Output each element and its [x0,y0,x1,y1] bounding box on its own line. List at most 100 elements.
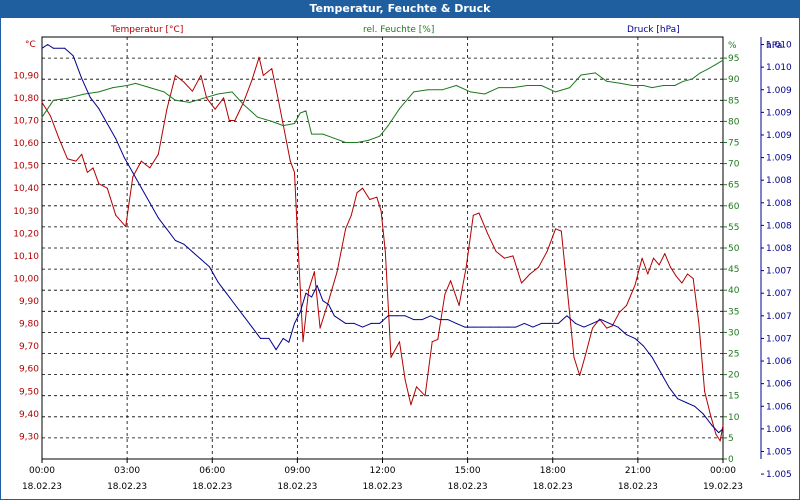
data-point-humidity [333,137,335,139]
temperature-tick-label: 9,80 [19,320,39,330]
x-tick-date: 18.02.23 [533,482,573,492]
data-point-humidity [469,91,471,93]
data-point-pressure [685,401,687,403]
humidity-tick-label: 65 [728,181,739,191]
data-point-temperature [294,171,296,173]
x-tick-date: 18.02.23 [448,482,488,492]
data-point-pressure [677,398,679,400]
data-point-humidity [305,110,307,112]
temperature-axis-title: Temperatur [°C] [110,25,183,35]
data-point-pressure [711,424,713,426]
data-point-temperature [258,56,260,58]
data-point-temperature [658,264,660,266]
data-point-pressure [438,319,440,321]
data-point-humidity [540,85,542,87]
data-point-pressure [339,319,341,321]
data-point-pressure [566,315,568,317]
data-point-temperature [289,160,291,162]
data-point-humidity [606,80,608,82]
data-point-temperature [618,311,620,313]
data-point-pressure [379,322,381,324]
data-point-temperature [698,323,700,325]
chart-frame: °C Temperatur [°C] rel. Feuchte [%] Druck [… [0,18,800,500]
data-point-temperature [380,210,382,212]
x-tick-time: 15:00 [455,466,481,476]
temperature-tick-label: 10,40 [13,184,39,194]
humidity-tick-label: 75 [728,139,739,149]
humidity-tick-label: 25 [728,350,739,360]
data-point-temperature [512,255,514,257]
temperature-tick-label: 9,70 [19,342,39,352]
data-point-humidity [84,93,86,95]
data-point-humidity [112,87,114,89]
data-point-pressure [333,315,335,317]
data-point-temperature [92,167,94,169]
data-point-pressure [52,47,54,49]
humidity-tick-label: 55 [728,223,739,233]
temperature-tick-label: 10,00 [13,274,39,284]
data-point-humidity [387,125,389,127]
data-point-temperature [546,250,548,252]
data-point-humidity [631,85,633,87]
data-point-pressure [557,322,559,324]
data-point-temperature [404,379,406,381]
data-point-temperature [670,266,672,268]
data-point-temperature [140,160,142,162]
data-point-pressure [140,187,142,189]
data-point-pressure [396,315,398,317]
data-point-temperature [465,266,467,268]
data-point-humidity [674,85,676,87]
data-point-pressure [702,413,704,415]
data-point-temperature [573,356,575,358]
data-point-temperature [486,232,488,234]
data-point-humidity [203,97,205,99]
humidity-tick-label: 5 [728,434,734,444]
pressure-tick-label: 1.007 [766,312,792,322]
temperature-tick-label: 10,90 [13,71,39,81]
data-point-humidity [163,91,165,93]
humidity-tick-label: 80 [728,117,740,127]
data-point-temperature [183,81,185,83]
data-point-pressure [430,315,432,317]
data-point-pressure [583,326,585,328]
pressure-tick-label: 1.008 [766,221,792,231]
data-point-pressure [299,311,301,313]
data-point-pressure [609,322,610,324]
data-point-humidity [217,93,219,95]
data-point-temperature [271,68,273,70]
data-point-humidity [257,116,259,118]
data-point-pressure [532,326,534,328]
data-point-humidity [294,123,296,125]
humidity-tick-label: 35 [728,307,739,317]
data-point-humidity [722,59,724,61]
data-point-pressure [387,315,389,317]
data-point-temperature [376,196,378,198]
x-tick-date: 18.02.23 [362,482,402,492]
data-point-pressure [549,322,551,324]
data-point-temperature [390,356,392,358]
pressure-tick-label: 1.006 [766,402,792,412]
data-point-temperature [81,153,83,155]
data-point-temperature [692,277,694,279]
data-point-temperature [125,226,127,228]
data-point-pressure [123,157,125,159]
temperature-tick-label: 10,80 [13,94,39,104]
data-point-temperature [611,325,613,327]
pressure-tick-label: 1.010 [766,63,792,73]
data-point-temperature [478,212,480,214]
data-point-temperature [200,74,202,76]
data-point-temperature [132,176,134,178]
data-point-temperature [472,214,474,216]
x-tick-date: 18.02.23 [107,482,147,492]
humidity-unit-label: % [728,41,737,51]
humidity-tick-label: 45 [728,265,739,275]
data-point-humidity [356,142,358,143]
data-point-temperature [495,250,497,252]
data-point-humidity [242,104,244,106]
data-point-humidity [484,93,486,95]
data-point-pressure [305,292,307,294]
data-point-humidity [399,108,401,110]
data-point-temperature [50,115,52,117]
data-point-temperature [115,214,117,216]
data-point-pressure [322,300,324,302]
